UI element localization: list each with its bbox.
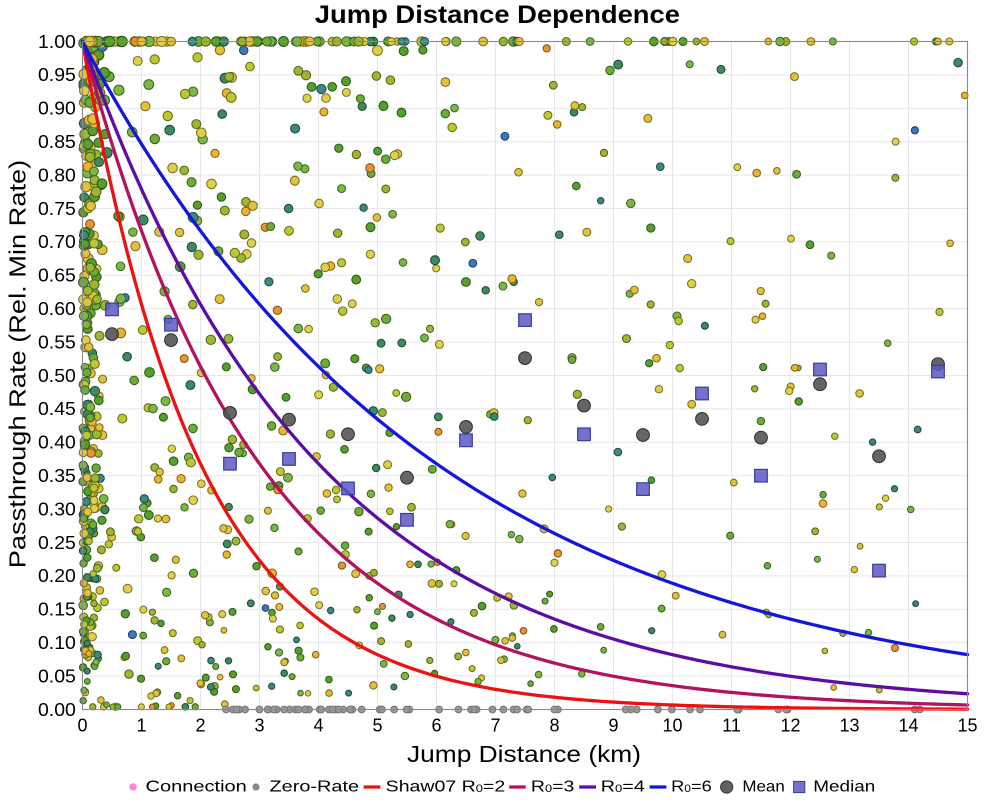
svg-text:0.30: 0.30 bbox=[38, 499, 76, 519]
svg-text:Jump Distance Dependence: Jump Distance Dependence bbox=[315, 2, 680, 29]
svg-text:13: 13 bbox=[839, 715, 859, 735]
svg-text:0.55: 0.55 bbox=[38, 332, 76, 352]
svg-text:0.00: 0.00 bbox=[38, 700, 76, 720]
svg-text:0.05: 0.05 bbox=[38, 666, 76, 686]
svg-text:0.20: 0.20 bbox=[38, 566, 76, 586]
svg-text:0.75: 0.75 bbox=[38, 199, 76, 219]
svg-text:Jump Distance (km): Jump Distance (km) bbox=[407, 741, 641, 767]
svg-text:0.65: 0.65 bbox=[38, 266, 76, 286]
svg-text:15: 15 bbox=[957, 715, 977, 735]
svg-text:0.85: 0.85 bbox=[38, 132, 76, 152]
svg-text:2: 2 bbox=[195, 715, 205, 735]
svg-text:0.80: 0.80 bbox=[38, 165, 76, 185]
svg-text:0.95: 0.95 bbox=[38, 65, 76, 85]
svg-text:11: 11 bbox=[722, 715, 741, 735]
svg-text:0.90: 0.90 bbox=[38, 99, 76, 119]
svg-text:0.50: 0.50 bbox=[38, 366, 76, 386]
svg-text:0.70: 0.70 bbox=[38, 232, 76, 252]
svg-text:12: 12 bbox=[780, 715, 800, 735]
svg-text:0.10: 0.10 bbox=[38, 633, 76, 653]
svg-text:14: 14 bbox=[898, 715, 918, 735]
svg-text:7: 7 bbox=[490, 715, 500, 735]
svg-text:Median: Median bbox=[813, 778, 875, 795]
svg-text:Passthrough Rate (Rel. Min Rat: Passthrough Rate (Rel. Min Rate) bbox=[5, 160, 31, 569]
svg-text:9: 9 bbox=[608, 715, 618, 735]
svg-text:Mean: Mean bbox=[742, 778, 784, 795]
svg-text:0.40: 0.40 bbox=[38, 433, 76, 453]
svg-text:8: 8 bbox=[549, 715, 559, 735]
svg-text:1: 1 bbox=[136, 715, 146, 735]
svg-text:0.60: 0.60 bbox=[38, 299, 76, 319]
svg-text:Shaw07 R0=2: Shaw07 R 0=2 bbox=[386, 778, 506, 795]
svg-text:10: 10 bbox=[662, 715, 682, 735]
svg-text:5: 5 bbox=[372, 715, 382, 735]
svg-text:1.00: 1.00 bbox=[38, 32, 76, 52]
svg-text:R0=3: R 0=3 bbox=[531, 778, 575, 795]
svg-text:Connection: Connection bbox=[146, 778, 247, 795]
svg-text:3: 3 bbox=[254, 715, 264, 735]
svg-text:6: 6 bbox=[431, 715, 441, 735]
svg-text:0.35: 0.35 bbox=[38, 466, 76, 486]
svg-text:0.15: 0.15 bbox=[38, 600, 76, 620]
svg-text:0.45: 0.45 bbox=[38, 399, 76, 419]
svg-text:R0=6: R 0=6 bbox=[671, 778, 712, 795]
svg-text:4: 4 bbox=[313, 715, 323, 735]
svg-text:0.25: 0.25 bbox=[38, 533, 76, 553]
svg-text:Zero-Rate: Zero-Rate bbox=[270, 778, 360, 795]
svg-text:R0=4: R 0=4 bbox=[601, 778, 645, 795]
svg-text:0: 0 bbox=[77, 715, 87, 735]
